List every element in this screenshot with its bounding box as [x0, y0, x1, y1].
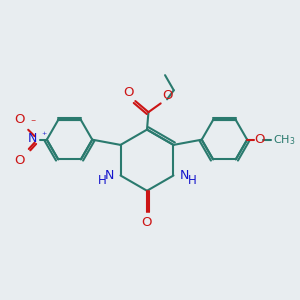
Text: O: O — [162, 89, 172, 102]
Text: O: O — [142, 216, 152, 229]
Text: H: H — [188, 174, 196, 187]
Text: CH$_3$: CH$_3$ — [273, 133, 295, 147]
Text: N: N — [180, 169, 189, 182]
Text: H: H — [98, 174, 106, 187]
Text: N: N — [28, 132, 38, 145]
Text: O: O — [255, 133, 265, 146]
Text: O: O — [14, 113, 24, 126]
Text: $^-$: $^-$ — [29, 117, 37, 126]
Text: $^+$: $^+$ — [40, 130, 48, 139]
Text: N: N — [105, 169, 114, 182]
Text: O: O — [123, 86, 134, 99]
Text: O: O — [14, 154, 24, 167]
